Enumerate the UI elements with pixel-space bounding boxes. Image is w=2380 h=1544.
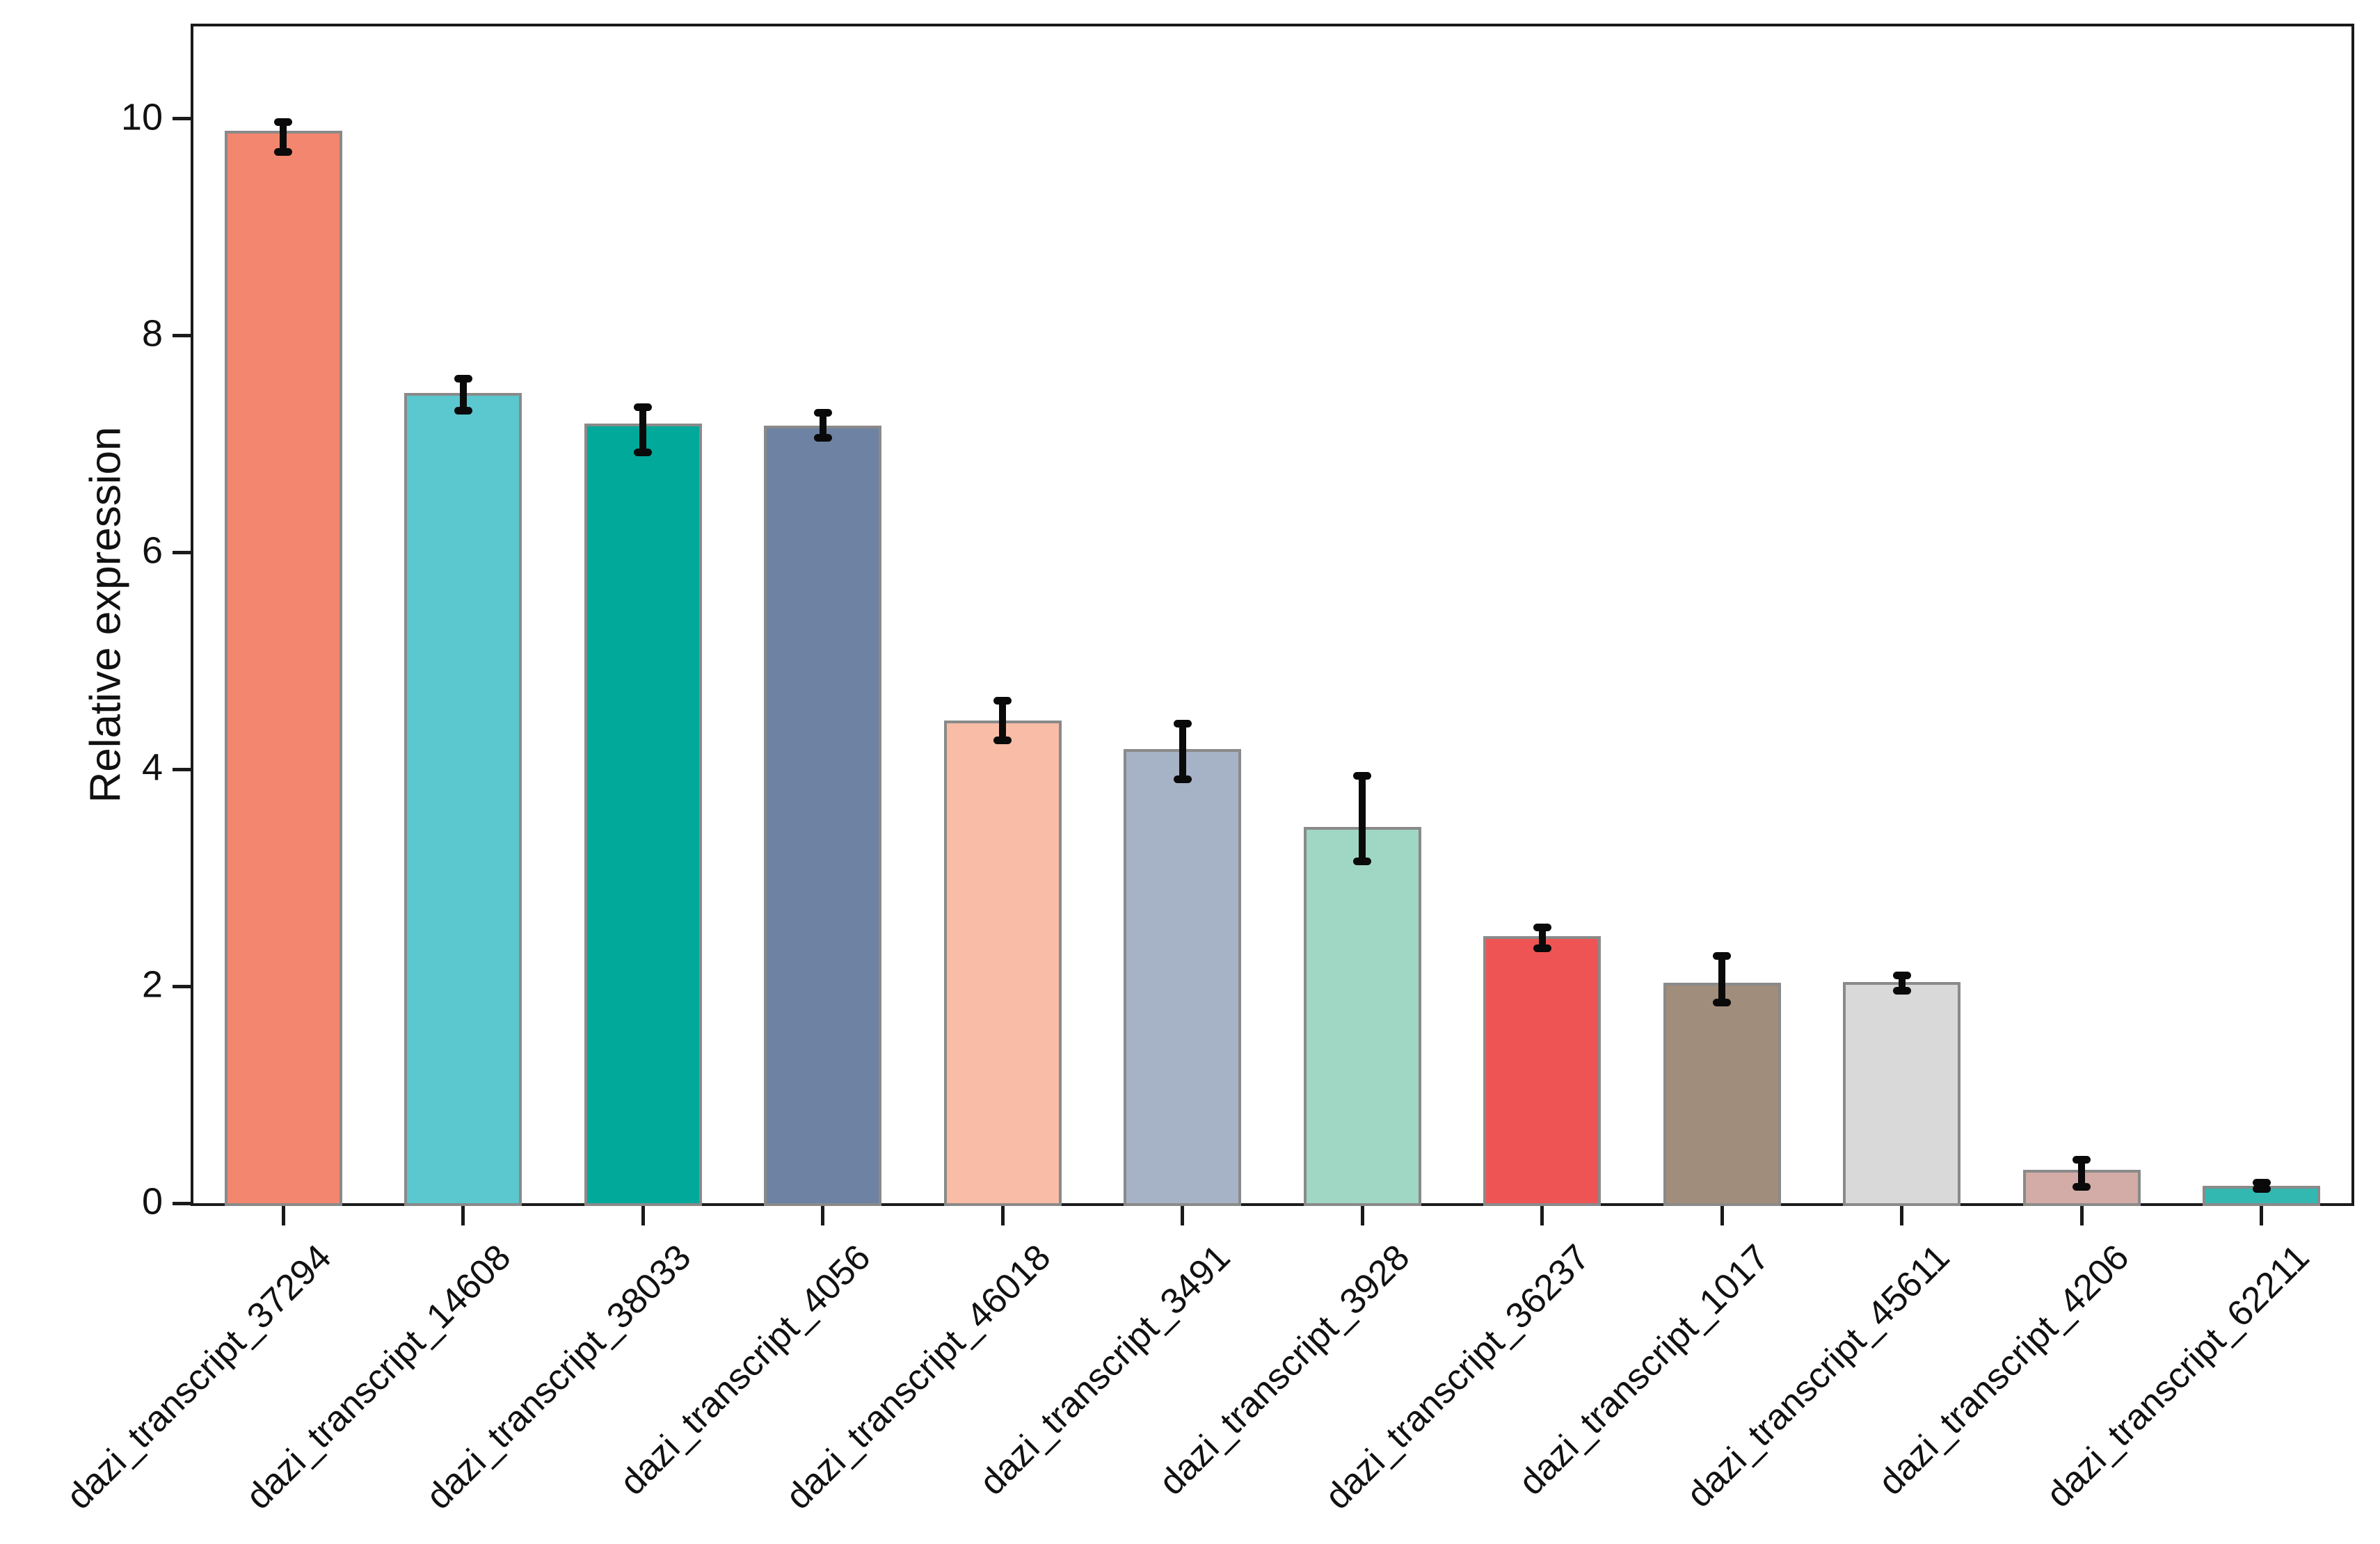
x-tick bbox=[1900, 1206, 1904, 1225]
x-tick bbox=[2260, 1206, 2264, 1225]
error-bar-cap-top bbox=[1892, 972, 1911, 980]
error-bar-line bbox=[999, 700, 1007, 741]
error-bar-cap-top bbox=[2072, 1156, 2091, 1164]
error-bar-cap-bottom bbox=[1892, 986, 1911, 995]
error-bar-cap-top bbox=[634, 403, 653, 411]
x-tick bbox=[821, 1206, 825, 1225]
error-bar-cap-bottom bbox=[993, 736, 1012, 744]
error-bar-cap-bottom bbox=[1713, 999, 1732, 1006]
error-bar-line bbox=[280, 122, 287, 152]
error-bar-cap-bottom bbox=[2072, 1183, 2091, 1191]
y-tick-label: 6 bbox=[141, 529, 163, 572]
bar bbox=[404, 393, 522, 1206]
error-bar-cap-bottom bbox=[454, 406, 472, 415]
x-tick bbox=[641, 1206, 645, 1225]
error-bar-line bbox=[1538, 927, 1546, 949]
error-bar-line bbox=[1898, 975, 1906, 991]
x-tick bbox=[461, 1206, 465, 1225]
y-tick bbox=[173, 333, 193, 337]
y-axis-title: Relative expression bbox=[81, 426, 130, 803]
error-bar-cap-top bbox=[2252, 1178, 2271, 1187]
x-tick bbox=[1720, 1206, 1724, 1225]
y-tick-label: 4 bbox=[141, 746, 163, 789]
error-bar-line bbox=[459, 378, 467, 411]
y-tick bbox=[173, 984, 193, 988]
error-bar-cap-bottom bbox=[1173, 775, 1192, 783]
x-tick bbox=[1540, 1206, 1544, 1225]
x-tick bbox=[1181, 1206, 1185, 1225]
error-bar-cap-top bbox=[813, 408, 832, 417]
y-tick bbox=[173, 1201, 193, 1205]
bar bbox=[1843, 981, 1961, 1206]
error-bar-cap-bottom bbox=[634, 449, 653, 457]
y-tick bbox=[173, 117, 193, 121]
x-tick bbox=[2079, 1206, 2084, 1225]
error-bar-line bbox=[1359, 775, 1366, 862]
error-bar-line bbox=[2078, 1159, 2086, 1187]
y-tick bbox=[173, 550, 193, 554]
error-bar-cap-bottom bbox=[274, 148, 293, 156]
x-tick bbox=[1000, 1206, 1005, 1225]
error-bar-cap-top bbox=[1533, 924, 1551, 932]
error-bar-cap-top bbox=[993, 697, 1012, 705]
y-tick-label: 10 bbox=[120, 96, 163, 138]
bar bbox=[224, 130, 342, 1206]
error-bar-cap-bottom bbox=[2252, 1185, 2271, 1193]
error-bar-line bbox=[1718, 956, 1726, 1003]
bar bbox=[1124, 748, 1242, 1206]
error-bar-cap-bottom bbox=[1353, 858, 1372, 866]
bar bbox=[1663, 983, 1781, 1206]
error-bar-line bbox=[1179, 723, 1186, 780]
plot-area bbox=[191, 24, 2354, 1206]
error-bar-line bbox=[639, 407, 647, 453]
y-tick bbox=[173, 767, 193, 771]
bar bbox=[1303, 826, 1421, 1206]
error-bar-cap-top bbox=[1713, 951, 1732, 960]
y-tick-label: 8 bbox=[141, 312, 163, 355]
x-tick bbox=[1360, 1206, 1364, 1225]
error-bar-cap-bottom bbox=[813, 433, 832, 442]
bar bbox=[1483, 936, 1602, 1206]
error-bar-line bbox=[819, 412, 826, 438]
bar bbox=[943, 721, 1062, 1206]
bar bbox=[584, 423, 702, 1206]
y-tick-label: 0 bbox=[141, 1180, 163, 1223]
y-tick-label: 2 bbox=[141, 963, 163, 1006]
x-tick bbox=[281, 1206, 285, 1225]
error-bar-cap-top bbox=[274, 118, 293, 126]
error-bar-cap-top bbox=[1353, 772, 1372, 780]
error-bar-cap-bottom bbox=[1533, 944, 1551, 953]
error-bar-cap-top bbox=[454, 375, 472, 383]
error-bar-cap-top bbox=[1173, 720, 1192, 728]
bar bbox=[764, 425, 882, 1206]
